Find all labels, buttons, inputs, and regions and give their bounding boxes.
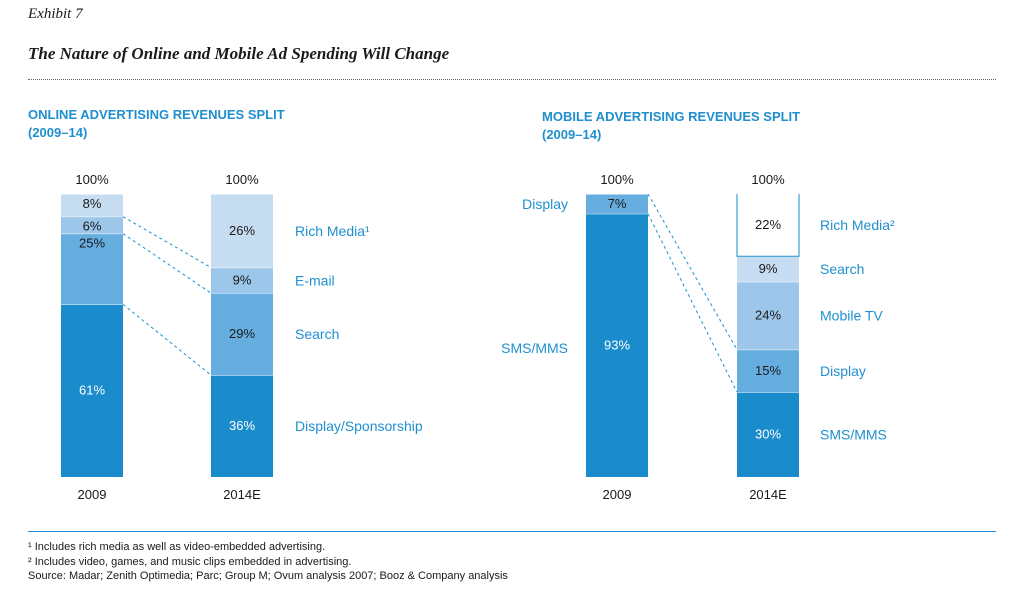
exhibit-title: The Nature of Online and Mobile Ad Spend… <box>28 44 450 63</box>
bar-segment-display <box>586 194 648 214</box>
exhibit-label: Exhibit 7 <box>28 6 83 22</box>
left-label-sms-mms: SMS/MMS <box>501 340 568 356</box>
bar-segment-rich-media <box>736 193 800 257</box>
series-label-mobile-tv: Mobile TV <box>820 308 883 324</box>
footer-divider <box>28 531 996 532</box>
bar-segment-rich-media <box>61 194 123 217</box>
connector-line <box>122 303 212 376</box>
category-label: 2014E <box>749 487 787 502</box>
total-label: 100% <box>225 172 259 187</box>
footnote-1: ¹ Includes rich media as well as video-e… <box>28 541 326 553</box>
data-label: 30% <box>755 427 781 442</box>
data-label: 9% <box>233 272 252 287</box>
bar-segment-mobile-tv <box>737 281 799 350</box>
footnote-2: ² Includes video, games, and music clips… <box>28 555 352 568</box>
data-label: 22% <box>755 217 781 232</box>
bar-segment-e-mail <box>61 216 123 234</box>
category-label: 2009 <box>603 487 632 502</box>
data-label: 93% <box>604 337 630 352</box>
data-label: 29% <box>229 326 255 341</box>
series-label-search: Search <box>820 261 864 277</box>
series-label-display-sponsorship: Display/Sponsorship <box>295 418 423 434</box>
connector-line <box>122 233 212 294</box>
bar-segment-e-mail <box>211 267 273 294</box>
online-chart-title: ONLINE ADVERTISING REVENUES SPLIT (2009–… <box>28 106 285 142</box>
data-label: 25% <box>79 236 105 251</box>
bar-segment-search <box>61 233 123 305</box>
data-label: 61% <box>79 383 105 398</box>
series-label-search: Search <box>295 326 339 342</box>
series-label-rich-media: Rich Media² <box>820 217 895 233</box>
series-label-rich-media: Rich Media¹ <box>295 223 370 239</box>
data-label: 26% <box>229 223 255 238</box>
connector-line <box>122 216 212 269</box>
total-label: 100% <box>75 172 109 187</box>
left-label-display: Display <box>522 196 568 212</box>
data-label: 24% <box>755 308 781 323</box>
mobile-chart-title: MOBILE ADVERTISING REVENUES SPLIT (2009–… <box>542 108 800 144</box>
connector-line <box>647 213 738 393</box>
bar-segment-sms-mms <box>737 392 799 477</box>
bar-segment-search <box>737 256 799 282</box>
category-label: 2014E <box>223 487 261 502</box>
bar-segment-display <box>737 349 799 393</box>
connector-line <box>647 193 738 350</box>
bar-segment-display-sponsorship <box>61 304 123 477</box>
footnotes: ¹ Includes rich media as well as video-e… <box>28 540 508 584</box>
online-chart-title-main: ONLINE ADVERTISING REVENUES SPLIT <box>28 107 285 122</box>
bar-segment-search <box>211 293 273 376</box>
mobile-chart-title-main: MOBILE ADVERTISING REVENUES SPLIT <box>542 109 801 124</box>
header-divider <box>28 79 996 80</box>
series-label-sms-mms: SMS/MMS <box>820 427 887 443</box>
bar-segment-rich-media <box>211 194 273 268</box>
online-chart-title-period: (2009–14) <box>28 125 88 140</box>
mobile-chart-title-period: (2009–14) <box>542 127 602 142</box>
source-note: Source: Madar; Zenith Optimedia; Parc; G… <box>28 570 508 582</box>
total-label: 100% <box>751 172 785 187</box>
data-label: 8% <box>83 196 102 211</box>
data-label: 36% <box>229 418 255 433</box>
series-label-e-mail: E-mail <box>295 272 335 288</box>
data-label: 7% <box>608 196 627 211</box>
total-label: 100% <box>600 172 634 187</box>
data-label: 9% <box>759 261 778 276</box>
data-label: 6% <box>83 219 102 234</box>
category-label: 2009 <box>78 487 107 502</box>
series-label-display: Display <box>820 363 866 379</box>
bar-segment-display-sponsorship <box>211 375 273 477</box>
bar-segment-sms-mms <box>586 213 648 477</box>
data-label: 15% <box>755 363 781 378</box>
